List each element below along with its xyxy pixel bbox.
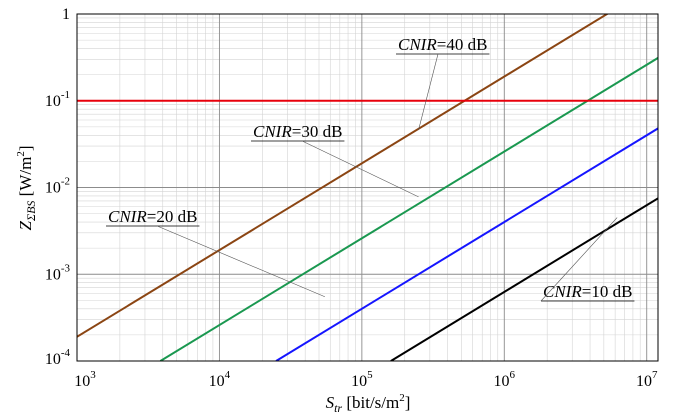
annotation-leader [418,53,439,131]
y-axis-label: ZΣBS [W/m2] [15,145,38,230]
y-tick-label: 10-4 [45,347,71,368]
x-tick-label: 104 [209,369,231,390]
y-tick-label: 10-2 [45,176,70,197]
x-tick-label: 106 [494,369,516,390]
annotation-cnir: CNIR=40 dB [396,35,490,131]
y-tick-label: 1 [62,6,70,23]
x-tick-labels: 103 104 105 106 107 [74,369,658,390]
y-tick-labels: 1 10-1 10-2 10-3 10-4 [45,6,71,368]
annotation-leader [540,217,618,302]
x-tick-label: 105 [351,369,373,390]
annotation-cnir: CNIR=20 dB [106,207,325,298]
x-tick-label: 107 [636,369,658,390]
annotation-label: CNIR=20 dB [108,207,197,226]
annotation-leader [157,225,325,298]
y-tick-label: 10-1 [45,89,70,110]
series-line-cnir-20-db [275,127,658,361]
annotation-cnir: CNIR=10 dB [540,217,635,302]
series-layer [77,14,658,361]
annotation-leader [302,140,419,198]
plot-frame [76,13,659,362]
annotation-cnir: CNIR=30 dB [251,122,419,198]
series-line-cnir-40-db [77,14,609,338]
annotation-label: CNIR=40 dB [398,35,487,54]
series-line-cnir-10-db [390,197,658,361]
series-line-cnir-30-db [159,57,658,361]
annotation-label: CNIR=10 dB [543,282,632,301]
y-tick-label: 10-3 [45,262,71,283]
x-axis-label: Str [bit/s/m2] [326,392,411,415]
x-tick-label: 103 [74,369,96,390]
annotation-label: CNIR=30 dB [253,122,342,141]
annotation-layer: CNIR=40 dB CNIR=30 dB CNIR=20 dB CNIR=10 dB [106,35,635,302]
